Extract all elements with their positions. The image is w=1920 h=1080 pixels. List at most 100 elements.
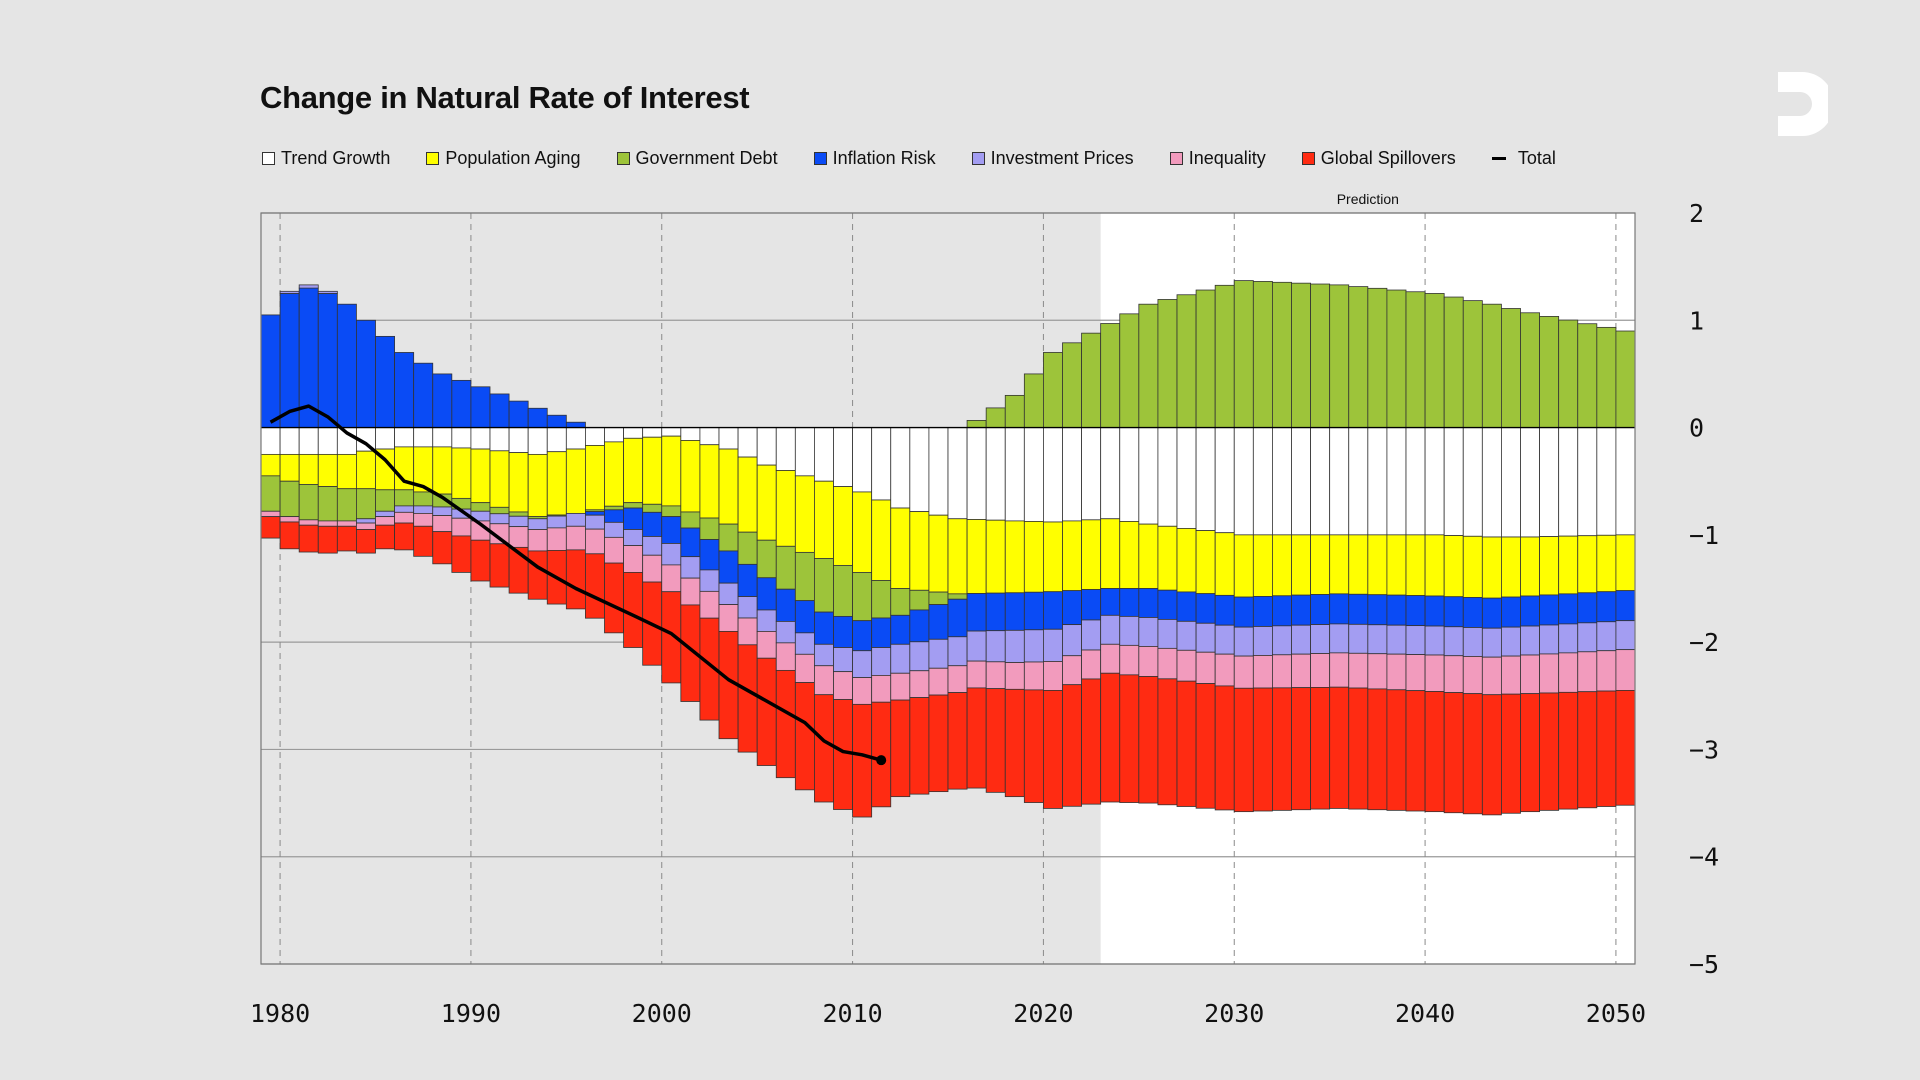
bar-segment-trend-growth <box>871 427 892 501</box>
bar-segment-inflation-risk <box>947 598 968 638</box>
bar-segment-population-aging <box>1081 519 1102 590</box>
bar-segment-trend-growth <box>947 427 968 520</box>
bar-segment-trend-growth <box>279 427 300 455</box>
bar-segment-government-debt <box>1481 303 1502 428</box>
bar-segment-global-spillovers <box>260 516 281 539</box>
bar-segment-inequality <box>699 590 720 619</box>
bar-segment-trend-growth <box>432 427 453 448</box>
bar-segment-global-spillovers <box>1195 683 1216 809</box>
bar-segment-global-spillovers <box>1214 685 1235 811</box>
bar-segment-government-debt <box>794 551 815 602</box>
bar-segment-investment-prices <box>546 515 567 529</box>
bar-segment-inflation-risk <box>737 563 758 597</box>
legend-label: Inequality <box>1188 148 1266 168</box>
bar-segment-global-spillovers <box>565 549 586 610</box>
bar-segment-trend-growth <box>1043 427 1063 523</box>
bar-segment-population-aging <box>489 450 510 508</box>
y-tick-label: −3 <box>1689 735 1719 764</box>
bar-segment-inflation-risk <box>317 293 338 428</box>
bar-segment-government-debt <box>279 480 300 518</box>
bar-segment-trend-growth <box>1577 427 1598 537</box>
legend-item-global-spillovers: Global Spillovers <box>1301 148 1456 169</box>
bar-segment-investment-prices <box>1520 625 1540 656</box>
bar-segment-inflation-risk <box>1100 588 1121 616</box>
bar-segment-inflation-risk <box>1214 594 1235 626</box>
bar-segment-investment-prices <box>947 636 968 667</box>
bar-segment-inflation-risk <box>1462 597 1483 628</box>
bar-segment-investment-prices <box>489 513 510 525</box>
bar-segment-government-debt <box>1062 342 1082 428</box>
bar-segment-population-aging <box>1310 534 1331 595</box>
bar-segment-global-spillovers <box>279 521 300 550</box>
bar-segment-inflation-risk <box>565 421 586 428</box>
y-tick-label: 0 <box>1689 414 1704 443</box>
bar-segment-inequality <box>1539 653 1560 694</box>
bar-segment-population-aging <box>1367 534 1388 596</box>
bar-segment-trend-growth <box>794 427 815 477</box>
bar-segment-population-aging <box>1119 521 1140 589</box>
bar-segment-population-aging <box>1138 523 1159 589</box>
legend-label: Trend Growth <box>281 148 391 168</box>
bar-segment-global-spillovers <box>432 531 453 565</box>
bar-segment-government-debt <box>1081 332 1102 428</box>
bar-segment-government-debt <box>317 486 338 522</box>
bar-segment-population-aging <box>1558 535 1579 595</box>
bar-segment-population-aging <box>1157 525 1178 591</box>
bar-segment-investment-prices <box>317 290 338 294</box>
bar-segment-investment-prices <box>279 290 300 294</box>
bar-segment-population-aging <box>833 486 853 566</box>
bar-segment-trend-growth <box>1100 427 1121 520</box>
bar-segment-population-aging <box>527 453 548 518</box>
bar-segment-inequality <box>1577 651 1598 693</box>
bar-segment-inequality <box>375 516 395 526</box>
bar-segment-population-aging <box>1462 535 1483 598</box>
bar-segment-inequality <box>1119 644 1140 676</box>
bar-segment-government-debt <box>699 517 720 540</box>
bar-segment-government-debt <box>394 489 415 507</box>
bar-segment-inequality <box>680 577 701 606</box>
bar-segment-global-spillovers <box>1138 676 1159 804</box>
bar-segment-trend-growth <box>623 427 644 439</box>
bar-segment-trend-growth <box>1233 427 1254 536</box>
bar-segment-inflation-risk <box>1195 593 1216 624</box>
bar-segment-inflation-risk <box>1596 591 1617 623</box>
total-line <box>269 404 882 762</box>
bar-segment-trend-growth <box>1176 427 1197 529</box>
bar-segment-inequality <box>1520 654 1540 695</box>
bar-segment-trend-growth <box>928 427 949 516</box>
bar-segment-global-spillovers <box>1176 680 1197 807</box>
bar-segment-investment-prices <box>1386 624 1407 655</box>
bar-segment-inflation-risk <box>1405 595 1426 627</box>
y-tick-label: 1 <box>1689 306 1704 335</box>
bar-segment-trend-growth <box>890 427 911 509</box>
bar-segment-inequality <box>1214 653 1235 687</box>
bar-segment-inequality <box>1424 654 1445 692</box>
bar-segment-investment-prices <box>623 529 644 546</box>
bar-segment-inflation-risk <box>833 615 853 648</box>
bar-segment-global-spillovers <box>1310 687 1331 810</box>
bar-segment-government-debt <box>1272 281 1292 428</box>
bar-segment-government-debt <box>737 531 758 565</box>
bar-segment-trend-growth <box>737 427 758 458</box>
bar-segment-global-spillovers <box>1233 687 1254 813</box>
bar-stack-group <box>260 280 1636 818</box>
bar-segment-inflation-risk <box>375 335 395 428</box>
bar-segment-investment-prices <box>909 641 930 672</box>
bar-segment-trend-growth <box>1443 427 1464 536</box>
bar-segment-inequality <box>1081 649 1102 680</box>
bar-segment-population-aging <box>775 470 796 547</box>
bar-segment-inflation-risk <box>1539 594 1560 626</box>
bar-segment-inflation-risk <box>814 611 834 645</box>
bar-segment-trend-growth <box>1329 427 1350 536</box>
x-tick-label: 2030 <box>1204 999 1264 1028</box>
bar-segment-population-aging <box>260 453 281 477</box>
bar-segment-inflation-risk <box>546 414 567 428</box>
bar-segment-population-aging <box>565 448 586 514</box>
legend-label: Population Aging <box>445 148 581 168</box>
bar-segment-government-debt <box>1100 323 1121 428</box>
legend-item-total: Total <box>1491 148 1556 169</box>
bar-segment-inequality <box>1100 643 1121 674</box>
bar-segment-inflation-risk <box>928 604 949 640</box>
bar-segment-inflation-risk <box>1310 594 1331 625</box>
bar-segment-inflation-risk <box>1348 593 1369 625</box>
